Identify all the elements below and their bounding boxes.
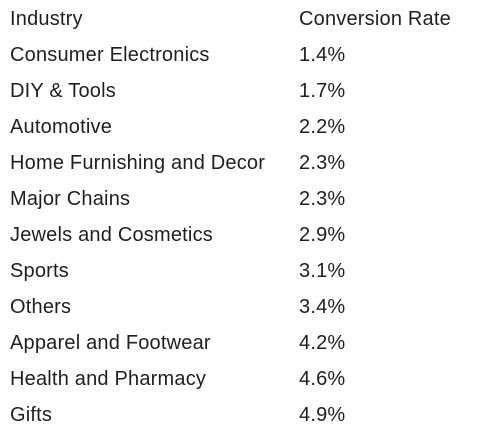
industry-cell: Others: [10, 296, 72, 318]
rate-cell: 2.2%: [299, 116, 346, 138]
industry-cell: Major Chains: [10, 188, 131, 210]
rate-cell: 3.1%: [299, 260, 346, 282]
rate-cell: 3.4%: [299, 296, 346, 318]
industry-cell: Consumer Electronics: [10, 44, 210, 66]
industry-cell: Automotive: [10, 116, 113, 138]
industry-cell: Home Furnishing and Decor: [10, 152, 266, 174]
rate-cell: 2.3%: [299, 188, 346, 210]
industry-cell: Sports: [10, 260, 70, 282]
industry-cell: Jewels and Cosmetics: [10, 224, 213, 246]
industry-cell: DIY & Tools: [10, 80, 116, 102]
industry-cell: Gifts: [10, 404, 53, 426]
industry-cell: Apparel and Footwear: [10, 332, 211, 354]
header-cell: Conversion Rate: [299, 8, 451, 30]
industry-cell: Health and Pharmacy: [10, 368, 207, 390]
rate-cell: 2.3%: [299, 152, 346, 174]
rate-cell: 1.7%: [299, 80, 346, 102]
rate-cell: 2.9%: [299, 224, 346, 246]
rate-cell: 4.6%: [299, 368, 346, 390]
header-cell: Industry: [10, 8, 83, 30]
rate-cell: 4.2%: [299, 332, 346, 354]
rate-cell: 1.4%: [299, 44, 346, 66]
rate-cell: 4.9%: [299, 404, 346, 426]
